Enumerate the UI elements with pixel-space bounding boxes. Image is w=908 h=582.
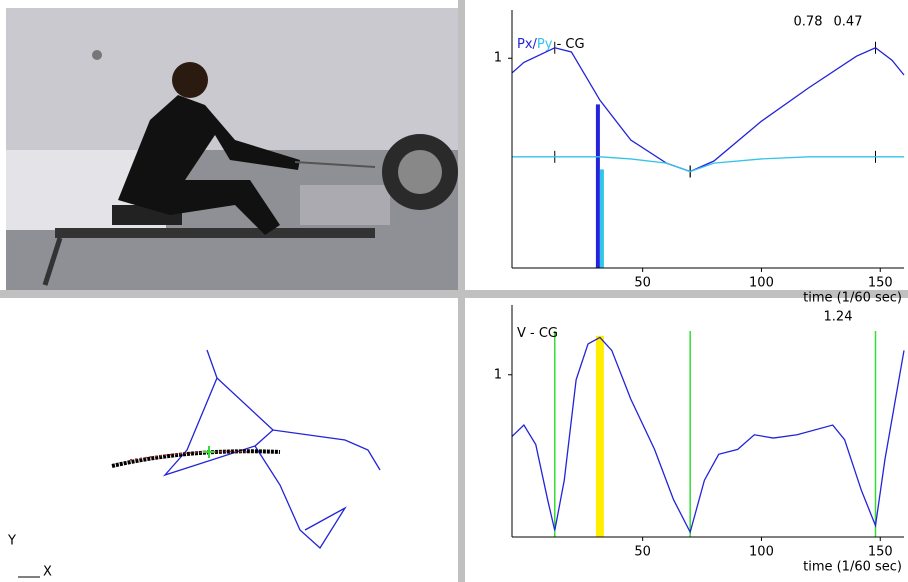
- video-frame: [6, 8, 458, 290]
- horizontal-divider: [0, 290, 908, 298]
- title-part: Px/: [517, 37, 538, 52]
- x-tick-label: 50: [634, 276, 651, 291]
- cursor-bar: [596, 336, 604, 537]
- x-tick-label: 100: [749, 545, 774, 560]
- rower-head: [172, 62, 208, 98]
- rower-beam: [300, 185, 390, 225]
- x-tick-label: 50: [634, 545, 651, 560]
- cursor-value: 0.78: [794, 15, 823, 30]
- y-tick-label: 1: [494, 51, 502, 66]
- title-part: V - CG: [517, 326, 558, 341]
- cursor-bar: [600, 169, 604, 268]
- cursor-value: 1.24: [824, 310, 853, 325]
- chart-title: Px/Py - CG: [517, 37, 585, 52]
- x-axis-label: X: [43, 565, 52, 580]
- title-part: - CG: [552, 37, 584, 52]
- cursor-value: 0.47: [834, 15, 863, 30]
- rower-rail: [55, 228, 375, 238]
- app-window: Y X 501001501time (1/60 sec)Px/Py - CG0.…: [0, 0, 908, 582]
- chart-title: V - CG: [517, 326, 558, 341]
- y-axis-label: Y: [7, 534, 16, 549]
- title-part: Py: [537, 37, 553, 52]
- x-tick-label: 150: [868, 545, 893, 560]
- cursor-bar: [596, 104, 600, 268]
- x-tick-label: 100: [749, 276, 774, 291]
- wall-light: [92, 50, 102, 60]
- y-tick-label: 1: [494, 367, 502, 382]
- flywheel-center: [398, 150, 442, 194]
- x-axis-label: time (1/60 sec): [803, 291, 902, 306]
- x-axis-label: time (1/60 sec): [803, 560, 902, 575]
- x-tick-label: 150: [868, 276, 893, 291]
